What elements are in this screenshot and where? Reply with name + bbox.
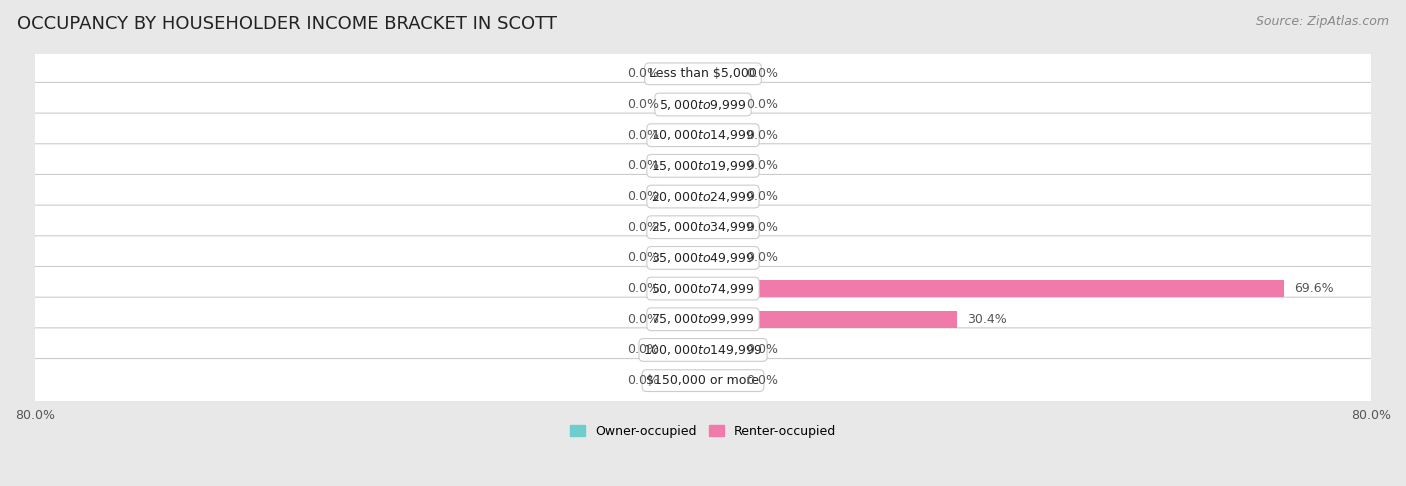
Text: 0.0%: 0.0% [627,344,659,356]
FancyBboxPatch shape [15,236,1391,280]
Bar [703,219,737,236]
Text: $10,000 to $14,999: $10,000 to $14,999 [651,128,755,142]
Text: $15,000 to $19,999: $15,000 to $19,999 [651,159,755,173]
Text: 0.0%: 0.0% [627,159,659,173]
Text: 0.0%: 0.0% [747,221,779,234]
Text: 69.6%: 69.6% [1294,282,1334,295]
Bar [669,311,703,328]
FancyBboxPatch shape [15,205,1391,249]
Text: 0.0%: 0.0% [747,129,779,142]
Bar [669,66,703,82]
Text: 0.0%: 0.0% [747,159,779,173]
Bar [669,280,703,297]
Bar [669,96,703,113]
Text: 0.0%: 0.0% [627,282,659,295]
Text: 0.0%: 0.0% [627,190,659,203]
Text: 0.0%: 0.0% [627,129,659,142]
Text: $5,000 to $9,999: $5,000 to $9,999 [659,98,747,111]
Text: 0.0%: 0.0% [747,190,779,203]
Bar [669,219,703,236]
Bar [669,157,703,174]
Text: OCCUPANCY BY HOUSEHOLDER INCOME BRACKET IN SCOTT: OCCUPANCY BY HOUSEHOLDER INCOME BRACKET … [17,15,557,33]
Text: 0.0%: 0.0% [627,98,659,111]
Text: 30.4%: 30.4% [967,313,1007,326]
Bar [669,127,703,144]
Bar [703,342,737,358]
Bar [669,372,703,389]
Bar [669,249,703,266]
Text: $25,000 to $34,999: $25,000 to $34,999 [651,220,755,234]
Bar [703,66,737,82]
Text: 0.0%: 0.0% [747,344,779,356]
Text: 0.0%: 0.0% [627,374,659,387]
Text: $50,000 to $74,999: $50,000 to $74,999 [651,281,755,295]
Bar [703,188,737,205]
Bar [703,127,737,144]
FancyBboxPatch shape [15,113,1391,157]
Text: Less than $5,000: Less than $5,000 [650,68,756,80]
Legend: Owner-occupied, Renter-occupied: Owner-occupied, Renter-occupied [565,420,841,443]
Bar [669,342,703,358]
FancyBboxPatch shape [15,83,1391,126]
FancyBboxPatch shape [15,359,1391,403]
Text: 0.0%: 0.0% [627,313,659,326]
Bar [703,280,1284,297]
FancyBboxPatch shape [15,328,1391,372]
Text: Source: ZipAtlas.com: Source: ZipAtlas.com [1256,15,1389,28]
FancyBboxPatch shape [15,52,1391,96]
Text: $20,000 to $24,999: $20,000 to $24,999 [651,190,755,204]
Text: $100,000 to $149,999: $100,000 to $149,999 [644,343,762,357]
FancyBboxPatch shape [15,297,1391,341]
Text: $75,000 to $99,999: $75,000 to $99,999 [651,312,755,326]
Bar [703,311,957,328]
FancyBboxPatch shape [15,174,1391,219]
Text: $150,000 or more: $150,000 or more [647,374,759,387]
Bar [703,96,737,113]
Text: 0.0%: 0.0% [627,68,659,80]
Text: 0.0%: 0.0% [627,251,659,264]
FancyBboxPatch shape [15,144,1391,188]
Text: $35,000 to $49,999: $35,000 to $49,999 [651,251,755,265]
Text: 0.0%: 0.0% [747,68,779,80]
Text: 0.0%: 0.0% [627,221,659,234]
Text: 0.0%: 0.0% [747,374,779,387]
Bar [669,188,703,205]
Bar [703,157,737,174]
FancyBboxPatch shape [15,266,1391,311]
Text: 0.0%: 0.0% [747,251,779,264]
Text: 0.0%: 0.0% [747,98,779,111]
Bar [703,249,737,266]
Bar [703,372,737,389]
